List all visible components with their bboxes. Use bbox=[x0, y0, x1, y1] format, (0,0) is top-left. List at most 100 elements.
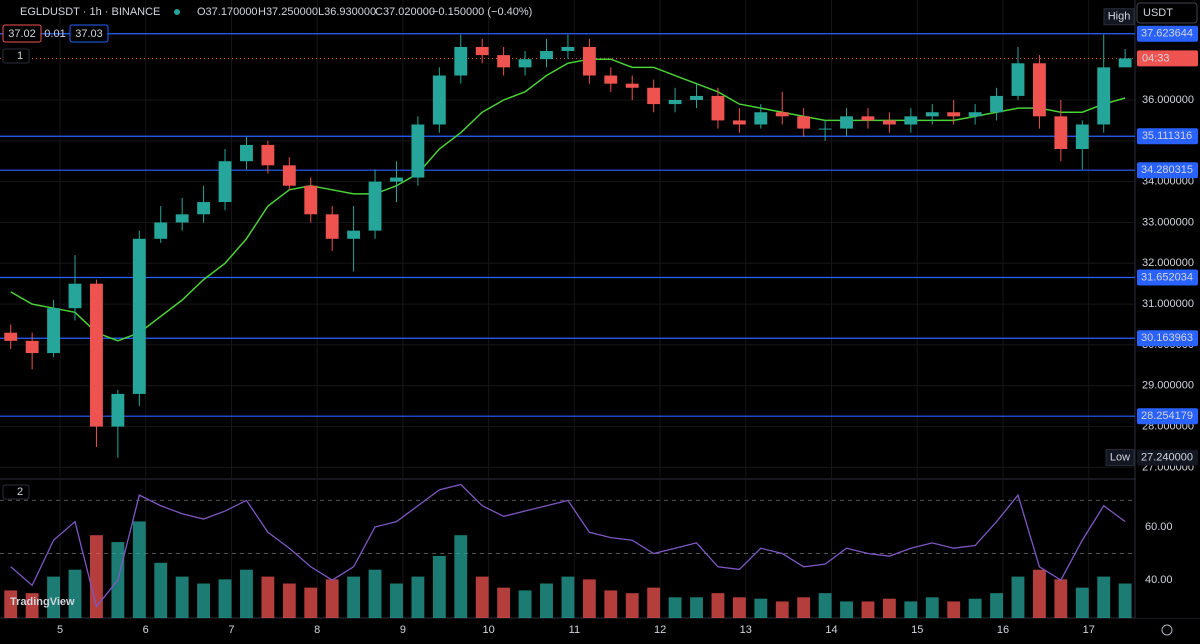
x-tick-label: 16 bbox=[997, 624, 1009, 636]
low-label: Low bbox=[1110, 451, 1130, 463]
change: −0.150000 (−0.40%) bbox=[432, 6, 532, 18]
candle-body bbox=[968, 112, 982, 117]
last-price-box bbox=[1137, 50, 1198, 67]
volume-bar bbox=[240, 569, 253, 618]
candle-body bbox=[175, 214, 189, 223]
pane-badge[interactable] bbox=[2, 484, 30, 500]
candle-body bbox=[454, 46, 468, 76]
x-tick-label: 11 bbox=[569, 624, 580, 636]
y-tick-label: 31.000000 bbox=[1142, 298, 1194, 310]
candle-body bbox=[775, 112, 789, 117]
candle-body bbox=[197, 202, 211, 215]
volume-bar bbox=[925, 597, 939, 618]
high-badge bbox=[1103, 8, 1135, 26]
candle-body bbox=[347, 230, 361, 239]
candle-body bbox=[325, 214, 339, 239]
currency-button[interactable] bbox=[1136, 2, 1198, 24]
x-tick-label: 14 bbox=[825, 624, 837, 636]
candle-body bbox=[754, 112, 768, 125]
volume-bar bbox=[582, 579, 596, 618]
x-tick-label: 5 bbox=[57, 624, 63, 636]
pane-number[interactable]: 1 bbox=[17, 50, 23, 62]
candle-body bbox=[1097, 67, 1111, 125]
candle-body bbox=[475, 46, 489, 56]
ohlc-value: H37.250000 bbox=[258, 6, 318, 18]
x-tick-label: 7 bbox=[228, 624, 234, 636]
volume-bar bbox=[647, 587, 661, 618]
symbol[interactable]: EGLDUSDT · 1h · BINANCE bbox=[20, 6, 160, 18]
candle-body bbox=[882, 120, 896, 125]
volume-bar bbox=[732, 597, 746, 618]
volume-bar bbox=[304, 587, 318, 618]
volume-bar bbox=[861, 601, 875, 618]
candle-body bbox=[1118, 58, 1132, 68]
sell-box[interactable] bbox=[2, 24, 42, 43]
candle-body bbox=[1011, 63, 1025, 96]
volume-bar bbox=[454, 535, 468, 618]
pane-badge[interactable] bbox=[2, 48, 30, 64]
candle-body bbox=[690, 95, 703, 101]
settings-icon[interactable] bbox=[1161, 624, 1173, 636]
x-tick-label: 10 bbox=[483, 624, 495, 636]
low-value: 27.240000 bbox=[1141, 451, 1193, 463]
volume-bar bbox=[432, 555, 446, 618]
level-label-box bbox=[1137, 269, 1198, 286]
level-label-box bbox=[1137, 162, 1198, 179]
x-tick-label: 13 bbox=[740, 624, 752, 636]
spread: 0.01 bbox=[44, 28, 65, 40]
currency[interactable]: USDT bbox=[1143, 7, 1173, 19]
x-tick-label: 12 bbox=[654, 624, 666, 636]
ohlc-value: O37.170000 bbox=[197, 6, 258, 18]
volume-bar bbox=[1011, 576, 1025, 618]
candle-body bbox=[25, 340, 39, 354]
ohlc-value: L36.930000 bbox=[318, 6, 376, 18]
volume-bar bbox=[904, 601, 918, 618]
x-tick-label: 6 bbox=[143, 624, 149, 636]
buy-price[interactable]: 37.03 bbox=[75, 28, 103, 40]
low-value-box bbox=[1137, 449, 1198, 466]
volume-bar bbox=[25, 593, 39, 618]
y-tick-label: 34.000000 bbox=[1142, 176, 1194, 188]
candle-body bbox=[132, 238, 146, 394]
volume-bar bbox=[840, 601, 853, 618]
volume-bar bbox=[4, 590, 18, 618]
candle-body bbox=[497, 55, 511, 68]
candle-body bbox=[797, 116, 811, 129]
volume-bar bbox=[218, 579, 232, 618]
volume-bar bbox=[1075, 587, 1089, 618]
volume-bar bbox=[1097, 576, 1111, 618]
candle-body bbox=[668, 100, 682, 105]
x-tick-label: 9 bbox=[400, 624, 406, 636]
volume-bar bbox=[282, 583, 296, 618]
level-label-box bbox=[1137, 25, 1198, 42]
level-label: 34.280315 bbox=[1141, 164, 1193, 176]
candle-body bbox=[818, 128, 832, 130]
volume-bar bbox=[90, 535, 103, 618]
volume-bar bbox=[132, 521, 146, 618]
volume-bar bbox=[497, 587, 511, 618]
y-tick-label: 40.00 bbox=[1145, 574, 1173, 586]
candle-body bbox=[1075, 124, 1089, 149]
volume-bar bbox=[1118, 583, 1132, 618]
volume-bar bbox=[518, 590, 532, 618]
candle-body bbox=[368, 181, 382, 231]
volume-bar bbox=[68, 569, 82, 618]
candle-body bbox=[4, 332, 18, 341]
volume-bar bbox=[668, 597, 682, 618]
buy-box[interactable] bbox=[69, 24, 109, 43]
candle-body bbox=[282, 165, 296, 186]
candle-body bbox=[732, 120, 746, 125]
candle-body bbox=[861, 116, 875, 121]
pane-number[interactable]: 2 bbox=[17, 486, 23, 498]
y-tick-label: 32.000000 bbox=[1142, 257, 1194, 269]
candle-body bbox=[390, 177, 403, 182]
x-tick-label: 17 bbox=[1083, 624, 1095, 636]
sell-price[interactable]: 37.02 bbox=[8, 28, 36, 40]
level-label: 37.623644 bbox=[1141, 28, 1193, 40]
candle-body bbox=[218, 161, 232, 203]
candle-body bbox=[711, 95, 725, 121]
level-label: 31.652034 bbox=[1141, 271, 1193, 283]
volume-bar bbox=[261, 576, 275, 618]
moving-average bbox=[10, 58, 1126, 342]
